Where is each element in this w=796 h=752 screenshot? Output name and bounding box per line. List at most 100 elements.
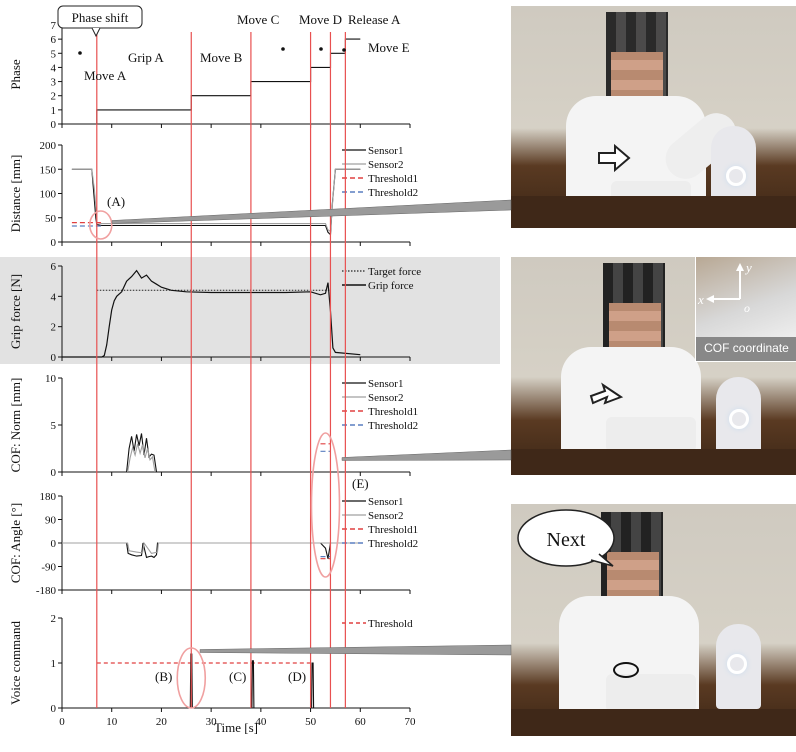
panel-distance: 0 50 100 150 200 Distance [mm] Sensor1 Sensor2 T… bbox=[8, 140, 418, 249]
y-tick-label: 5 bbox=[51, 48, 57, 60]
x-tick-label: 10 bbox=[106, 716, 118, 728]
legend-label: Sensor1 bbox=[368, 496, 403, 508]
phase-label-move-b: Move B bbox=[200, 50, 243, 65]
y-axis-label: COF: Angle [°] bbox=[8, 503, 23, 583]
series-phase bbox=[62, 38, 361, 125]
phase-dot bbox=[319, 47, 323, 51]
legend-label: Sensor1 bbox=[368, 378, 403, 390]
y-tick-label: 5 bbox=[51, 420, 57, 432]
robot-hand bbox=[606, 417, 696, 452]
highlight-b bbox=[176, 647, 207, 709]
face-pixelated bbox=[607, 552, 659, 600]
phase-label-move-a: Move A bbox=[84, 68, 127, 83]
phase-dot bbox=[342, 48, 346, 52]
phase-label-move-e: Move E bbox=[368, 40, 410, 55]
x-tick-label: 0 bbox=[59, 716, 65, 728]
robot-light-icon bbox=[726, 166, 746, 186]
panel-phase: 0 1 2 3 4 5 6 7 Phase bbox=[8, 20, 411, 131]
legend-distance: Sensor1 Sensor2 Threshold1 Threshold2 bbox=[342, 145, 418, 199]
y-tick-label: 0 bbox=[51, 237, 57, 249]
photo-voice: Next bbox=[511, 504, 796, 736]
robot-hand bbox=[606, 674, 696, 712]
y-tick-label: 6 bbox=[51, 261, 57, 273]
x-tick-label: 50 bbox=[305, 716, 317, 728]
legend-label: Threshold1 bbox=[368, 524, 418, 536]
y-tick-label: 4 bbox=[51, 291, 57, 303]
y-tick-label: 0 bbox=[51, 119, 57, 131]
y-tick-label: 90 bbox=[45, 515, 57, 527]
x-tick-label: 70 bbox=[405, 716, 417, 728]
y-tick-label: 100 bbox=[40, 189, 57, 201]
y-tick-label: 0 bbox=[51, 352, 57, 364]
series-sensor1 bbox=[62, 542, 361, 559]
held-object bbox=[613, 662, 639, 678]
robot-light-icon bbox=[729, 409, 749, 429]
y-axis-label: Grip force [N] bbox=[8, 274, 23, 349]
series-sensor1 bbox=[126, 433, 158, 473]
legend-label: Sensor1 bbox=[368, 145, 403, 157]
y-tick-label: 200 bbox=[40, 140, 57, 152]
robot-light-icon bbox=[727, 654, 747, 674]
callout-label: Phase shift bbox=[72, 10, 129, 25]
inset-axis-x-label: x bbox=[697, 292, 704, 307]
inset-caption: COF coordinate bbox=[704, 341, 789, 355]
y-tick-label: 7 bbox=[51, 20, 57, 32]
y-tick-label: 4 bbox=[51, 62, 57, 74]
legend-label: Target force bbox=[368, 266, 421, 278]
inset-origin-label: o bbox=[744, 301, 750, 315]
legend-label: Threshold2 bbox=[368, 420, 418, 432]
legend-label: Threshold bbox=[368, 618, 413, 630]
y-axis-label: Voice command bbox=[8, 621, 23, 705]
legend-label: Sensor2 bbox=[368, 392, 403, 404]
x-tick-label: 40 bbox=[255, 716, 267, 728]
y-axis-label: Phase bbox=[8, 59, 23, 90]
y-tick-label: 180 bbox=[40, 491, 57, 503]
x-axis-label: Time [s] bbox=[214, 720, 258, 735]
phase-shift-callout: Phase shift bbox=[57, 5, 143, 38]
photo2-overlay bbox=[589, 382, 624, 405]
legend-norm: Sensor1 Sensor2 Threshold1 Threshold2 bbox=[342, 378, 418, 432]
legend-label: Threshold2 bbox=[368, 538, 418, 550]
phase-label-move-c: Move C bbox=[237, 12, 279, 27]
phase-label-grip-a: Grip A bbox=[128, 50, 164, 65]
y-tick-label: 3 bbox=[51, 77, 57, 89]
legend-voice: Threshold bbox=[342, 618, 413, 630]
phase-dot bbox=[78, 51, 82, 55]
y-tick-label: 2 bbox=[51, 91, 57, 103]
inset-axis-y-label: y bbox=[744, 260, 752, 275]
legend-label: Sensor2 bbox=[368, 510, 403, 522]
legend-label: Grip force bbox=[368, 280, 414, 292]
annotation-d: (D) bbox=[288, 669, 306, 684]
phase-dot bbox=[281, 47, 285, 51]
y-tick-label: 50 bbox=[45, 213, 57, 225]
series-grip-force bbox=[62, 269, 361, 358]
y-axis-label: Distance [mm] bbox=[8, 155, 23, 233]
x-tick-label: 30 bbox=[206, 716, 218, 728]
annotation-c: (C) bbox=[229, 669, 246, 684]
cof-inset: COF coordinate y x o bbox=[695, 257, 796, 362]
x-tick-label: 20 bbox=[156, 716, 168, 728]
panel-norm: 0 5 10 COF: Norm [mm] Sensor1 Sensor2 Threshol… bbox=[8, 373, 418, 479]
legend-label: Threshold1 bbox=[368, 173, 418, 185]
series-sensor2 bbox=[62, 541, 361, 555]
y-tick-label: 0 bbox=[51, 538, 57, 550]
series-sensor2 bbox=[127, 443, 156, 473]
y-tick-label: -180 bbox=[36, 585, 57, 597]
legend-label: Threshold1 bbox=[368, 406, 418, 418]
highlight-e bbox=[310, 432, 341, 578]
y-tick-label: 1 bbox=[51, 658, 57, 670]
face-pixelated bbox=[609, 303, 661, 351]
annotation-a: (A) bbox=[107, 194, 125, 209]
y-tick-label: 2 bbox=[51, 613, 57, 625]
legend-angle: Sensor1 Sensor2 Threshold1 Threshold2 bbox=[342, 496, 418, 550]
legend-grip: Target force Grip force bbox=[342, 266, 421, 292]
legend-label: Sensor2 bbox=[368, 159, 403, 171]
y-tick-label: -90 bbox=[41, 562, 56, 574]
table bbox=[511, 709, 796, 736]
legend-label: Threshold2 bbox=[368, 187, 418, 199]
y-tick-label: 0 bbox=[51, 703, 57, 715]
